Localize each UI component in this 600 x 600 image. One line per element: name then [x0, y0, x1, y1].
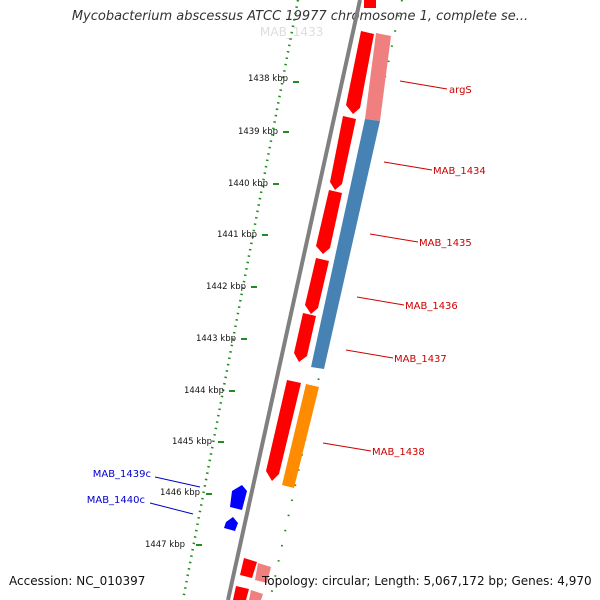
tick-marks: [196, 81, 299, 546]
cds-feature[interactable]: [255, 563, 271, 583]
gene-label-mab-1436[interactable]: MAB_1436: [405, 301, 458, 312]
cds-feature[interactable]: [316, 190, 342, 254]
tick-label: 1438 kbp: [248, 74, 288, 84]
reverse-cds-feature[interactable]: [224, 517, 238, 531]
tick-label: 1444 kbp: [184, 386, 224, 396]
gene-label-mab-1434[interactable]: MAB_1434: [433, 166, 486, 177]
tick-label: 1447 kbp: [145, 540, 185, 550]
gene-label-mab-1439c[interactable]: MAB_1439c: [93, 469, 151, 480]
leader-line: [154, 476, 201, 488]
gene-label-mab-1435[interactable]: MAB_1435: [419, 238, 472, 249]
tick-label: 1442 kbp: [206, 282, 246, 292]
label-leaders: [149, 80, 448, 515]
tick-label: 1446 kbp: [160, 488, 200, 498]
tick-label: 1445 kbp: [172, 437, 212, 447]
tick-label: 1439 kbp: [238, 127, 278, 137]
topology-label: Topology: circular; Length: 5,067,172 bp…: [262, 574, 592, 588]
cds-feature[interactable]: [240, 558, 257, 578]
leader-line: [149, 502, 194, 515]
cds-feature[interactable]: [249, 590, 263, 600]
leader-line: [399, 80, 448, 90]
gene-label-mab-1437[interactable]: MAB_1437: [394, 354, 447, 365]
tick-label: 1440 kbp: [228, 179, 268, 189]
cds-feature[interactable]: [233, 586, 249, 600]
accession-label: Accession: NC_010397: [9, 574, 146, 588]
leader-line: [369, 233, 419, 243]
rna-feature[interactable]: [311, 119, 380, 369]
features: [224, 0, 391, 600]
leader-line: [345, 349, 394, 359]
leader-line: [356, 296, 405, 306]
scale-track: [181, 0, 300, 600]
cds-feature[interactable]: [266, 380, 301, 481]
backbone-line: [226, 0, 362, 600]
misc-feature[interactable]: [282, 384, 319, 488]
cds-feature[interactable]: [330, 116, 356, 190]
gene-labels-left: MAB_1439c MAB_1440c: [87, 469, 151, 506]
gene-labels-right: argS MAB_1434 MAB_1435 MAB_1436 MAB_1437…: [372, 85, 486, 458]
cds-feature[interactable]: [305, 258, 329, 314]
map-title: Mycobacterium abscessus ATCC 19977 chrom…: [71, 9, 529, 24]
cds-feature[interactable]: [294, 313, 316, 362]
cds-feature[interactable]: [346, 31, 374, 114]
tick-label: 1441 kbp: [217, 230, 257, 240]
reverse-cds-feature[interactable]: [230, 485, 247, 510]
tick-label: 1443 kbp: [196, 334, 236, 344]
leader-line: [322, 442, 372, 452]
tick-labels: 1438 kbp 1439 kbp 1440 kbp 1441 kbp 1442…: [145, 74, 288, 550]
gene-label-mab-1438[interactable]: MAB_1438: [372, 447, 425, 458]
trna-feature[interactable]: [365, 33, 391, 121]
cds-feature[interactable]: [364, 0, 376, 8]
gene-label-mab-1440c[interactable]: MAB_1440c: [87, 495, 145, 506]
gene-label-args[interactable]: argS: [449, 85, 472, 96]
leader-line: [383, 161, 433, 171]
inner-tick-track: [269, 0, 403, 600]
